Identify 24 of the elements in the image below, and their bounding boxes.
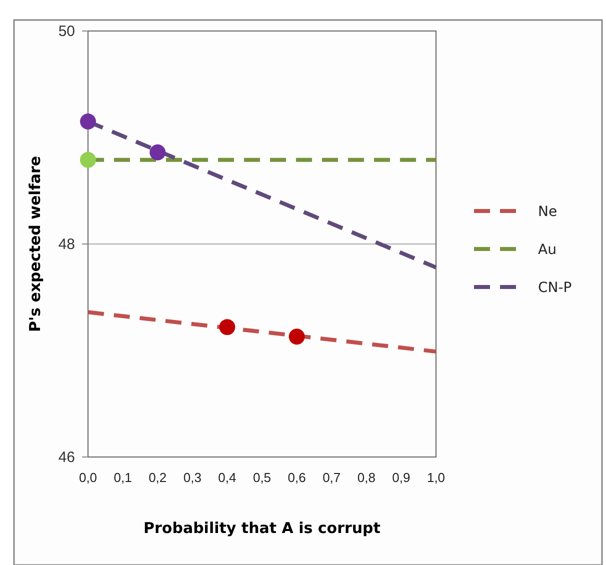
x-tick-label: 0,2 xyxy=(148,470,167,485)
point xyxy=(150,144,166,160)
x-tick-label: 0,8 xyxy=(357,470,376,485)
y-tick-label: 50 xyxy=(58,22,75,40)
y-tick-label: 46 xyxy=(58,448,75,466)
x-tick-label: 1,0 xyxy=(426,470,446,485)
x-tick-label: 0,3 xyxy=(183,470,202,485)
x-tick-label: 0,6 xyxy=(288,470,306,485)
x-axis-title: Probability that A is corrupt xyxy=(144,519,380,537)
point xyxy=(219,319,236,336)
point xyxy=(80,114,96,130)
x-tick-label: 0,5 xyxy=(252,470,272,485)
legend-label: Au xyxy=(538,242,556,258)
x-tick-label: 0,0 xyxy=(78,470,98,485)
x-tick-label: 0,1 xyxy=(114,470,132,485)
point xyxy=(288,328,305,345)
legend-label: CN-P xyxy=(538,280,572,296)
legend-label: Ne xyxy=(538,204,558,220)
y-axis-title: P's expected welfare xyxy=(26,156,44,332)
x-tick-label: 0,9 xyxy=(392,470,410,485)
y-tick-label: 48 xyxy=(58,236,75,253)
x-tick-label: 0,7 xyxy=(322,470,341,485)
point xyxy=(80,152,96,168)
x-tick-label: 0,4 xyxy=(218,470,236,485)
